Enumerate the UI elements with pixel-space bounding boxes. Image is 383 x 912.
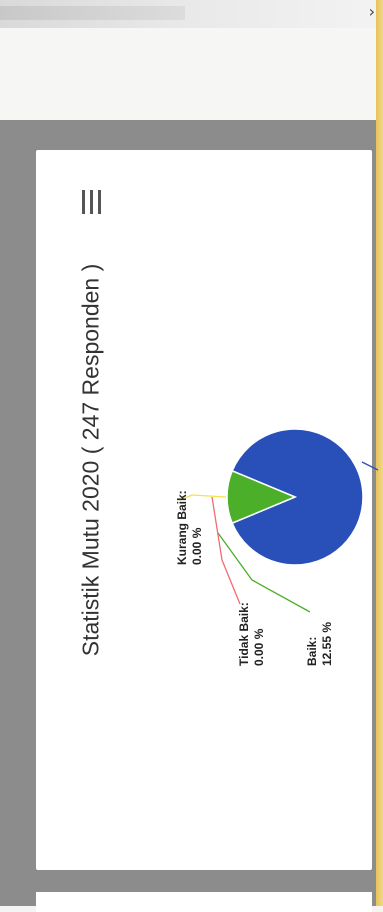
data-label-name: Tidak Baik:: [237, 602, 251, 666]
data-label-tidak-baik: Tidak Baik: 0.00 %: [237, 602, 266, 666]
data-label-value: 12.55 %: [320, 622, 334, 666]
connector-line-kurang-baik: [179, 494, 227, 501]
pie-slice-sangat-baik[interactable]: [231, 428, 364, 566]
connector-line-baik: [217, 532, 311, 613]
data-label-value: 0.00 %: [190, 527, 204, 565]
slice-labels: Kurang Baik: 0.00 %Tidak Baik: 0.00 % Baik:…: [175, 490, 334, 666]
data-label-value: 0.00 %: [252, 628, 266, 666]
header-band: [0, 28, 383, 120]
data-label-name: Kurang Baik:: [175, 490, 189, 565]
connector-line-tidak-baik: [211, 496, 241, 605]
hamburger-menu-icon[interactable]: [82, 190, 104, 214]
data-label-name: Baik:: [305, 637, 319, 666]
address-bar[interactable]: [0, 6, 185, 20]
edge-strip: [376, 0, 383, 906]
pie-slice-baik[interactable]: [226, 469, 297, 525]
data-label-kurang-baik: Kurang Baik: 0.00 %: [175, 490, 204, 565]
pie-slices: [226, 428, 364, 566]
data-label-baik: Baik: 12.55 %: [305, 622, 334, 666]
connector-line-sangat-baik: [361, 461, 379, 471]
chevron-right-icon[interactable]: ›: [368, 2, 375, 21]
browser-top-bar: ›: [0, 0, 383, 28]
label-connectors: [179, 461, 379, 613]
